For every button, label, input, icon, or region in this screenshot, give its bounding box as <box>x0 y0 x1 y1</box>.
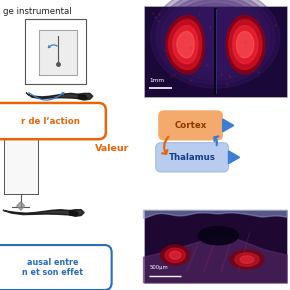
Polygon shape <box>177 31 194 58</box>
Polygon shape <box>4 136 38 194</box>
Polygon shape <box>182 12 249 64</box>
Polygon shape <box>166 15 204 74</box>
Polygon shape <box>144 210 287 219</box>
Text: Cortex: Cortex <box>175 121 207 130</box>
Polygon shape <box>156 0 275 84</box>
Polygon shape <box>165 248 185 262</box>
Polygon shape <box>70 210 84 216</box>
Polygon shape <box>198 226 238 245</box>
Polygon shape <box>144 233 287 283</box>
Polygon shape <box>233 26 258 64</box>
Text: Thalamus: Thalamus <box>169 153 215 162</box>
Text: Valeur: Valeur <box>95 144 129 153</box>
FancyBboxPatch shape <box>159 111 223 140</box>
Polygon shape <box>240 256 254 263</box>
Polygon shape <box>173 26 198 64</box>
Polygon shape <box>78 93 93 100</box>
Polygon shape <box>229 20 262 70</box>
FancyBboxPatch shape <box>144 6 287 97</box>
Text: ausal entre
n et son effet: ausal entre n et son effet <box>22 258 84 277</box>
Polygon shape <box>151 0 280 88</box>
FancyBboxPatch shape <box>144 210 287 283</box>
FancyBboxPatch shape <box>156 143 229 172</box>
Polygon shape <box>223 119 234 132</box>
Polygon shape <box>235 253 259 266</box>
Polygon shape <box>226 15 265 74</box>
Text: 1mm: 1mm <box>149 77 164 83</box>
Polygon shape <box>3 210 78 215</box>
Polygon shape <box>169 20 202 70</box>
Polygon shape <box>177 8 254 68</box>
Polygon shape <box>17 202 25 210</box>
Polygon shape <box>230 250 264 269</box>
Polygon shape <box>169 251 181 259</box>
Text: 500μm: 500μm <box>149 265 168 270</box>
Polygon shape <box>236 31 254 58</box>
Polygon shape <box>229 151 240 164</box>
Polygon shape <box>26 93 87 99</box>
Polygon shape <box>39 30 77 75</box>
Text: r de l’action: r de l’action <box>21 117 79 126</box>
Polygon shape <box>161 245 189 265</box>
Polygon shape <box>166 0 264 76</box>
Polygon shape <box>171 3 259 72</box>
FancyBboxPatch shape <box>0 245 112 290</box>
Polygon shape <box>161 0 270 80</box>
Text: ge instrumental: ge instrumental <box>3 7 72 16</box>
FancyBboxPatch shape <box>0 103 106 139</box>
